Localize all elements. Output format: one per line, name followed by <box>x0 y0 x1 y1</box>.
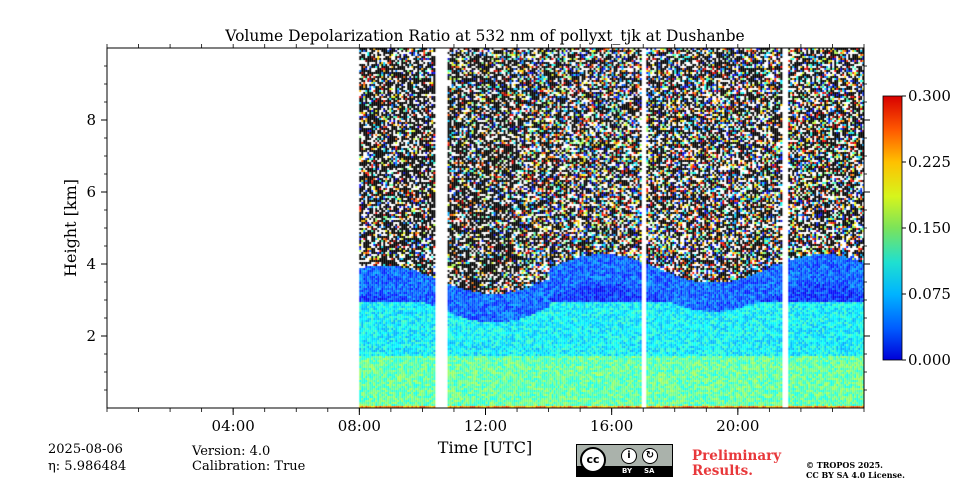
y-tick-label: 4 <box>86 255 96 273</box>
preliminary-label-1: Preliminary <box>692 448 782 464</box>
by-label: BY <box>622 467 633 475</box>
preliminary-label-2: Results. <box>692 463 753 479</box>
colorbar <box>882 95 903 361</box>
colorbar-tick-label: 0.300 <box>908 87 951 105</box>
y-axis-label: Height [km] <box>61 179 80 277</box>
y-tick-label: 6 <box>86 183 96 201</box>
badge-strip <box>577 466 672 476</box>
calibration-label: Calibration: True <box>192 459 306 474</box>
date-label: 2025-08-06 <box>48 442 123 457</box>
heatmap-image <box>107 48 864 408</box>
version-label: Version: 4.0 <box>192 444 271 459</box>
colorbar-tick-label: 0.150 <box>908 219 951 237</box>
y-tick-label: 2 <box>86 327 96 345</box>
y-axis: 2 4 6 8 <box>86 65 870 391</box>
chart-title: Volume Depolarization Ratio at 532 nm of… <box>224 27 744 45</box>
colorbar-tick-label: 0.225 <box>908 153 951 171</box>
colorbar-tick-label: 0.000 <box>908 351 951 369</box>
heatmap-layer <box>107 48 864 408</box>
colorbar-ticks: 0.000 0.075 0.150 0.225 0.300 <box>902 87 951 369</box>
x-tick-label: 16:00 <box>590 417 633 435</box>
copyright-line-1: © TROPOS 2025. <box>806 460 883 470</box>
cc-logo-icon: cc <box>580 447 606 473</box>
eta-label: η: 5.986484 <box>48 459 127 474</box>
cc-license-badge: cc i ↻ BY SA <box>576 444 673 477</box>
x-axis-label: Time [UTC] <box>438 438 532 457</box>
colorbar-tick-label: 0.075 <box>908 285 951 303</box>
x-tick-label: 12:00 <box>464 417 507 435</box>
sa-label: SA <box>644 467 655 475</box>
share-alike-icon: ↻ <box>642 448 658 464</box>
x-tick-label: 20:00 <box>716 417 759 435</box>
attribution-icon: i <box>621 448 637 464</box>
x-tick-label: 08:00 <box>338 417 381 435</box>
y-tick-label: 8 <box>86 111 96 129</box>
x-axis: 04:00 08:00 12:00 16:00 20:00 <box>106 44 865 435</box>
x-tick-label: 04:00 <box>212 417 255 435</box>
copyright-line-2: CC BY SA 4.0 License. <box>806 470 905 480</box>
